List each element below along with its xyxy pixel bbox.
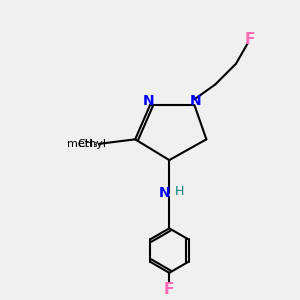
Text: CH₃: CH₃ [77, 139, 98, 149]
Text: N: N [143, 94, 154, 108]
Text: F: F [164, 282, 175, 297]
Text: N: N [159, 186, 171, 200]
Text: methyl: methyl [67, 139, 106, 149]
Text: N: N [190, 94, 202, 108]
Text: H: H [175, 185, 184, 198]
Text: F: F [244, 32, 255, 47]
